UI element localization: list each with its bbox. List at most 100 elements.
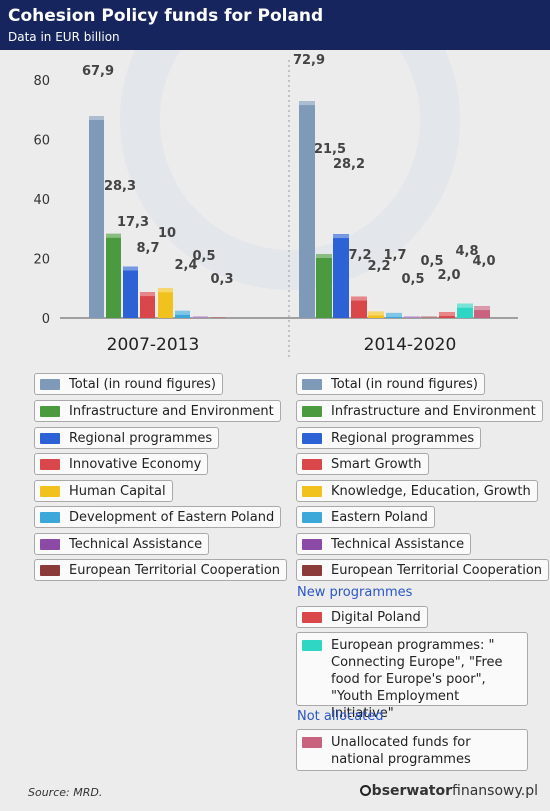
brand-bold: bserwator <box>371 783 453 799</box>
legend-item: Total (in round figures) <box>34 373 224 395</box>
data-label: 10 <box>158 226 176 241</box>
legend-item: Development of Eastern Poland <box>34 506 282 528</box>
y-tick-label: 80 <box>33 74 50 89</box>
legend-label: Unallocated funds for national programme… <box>331 735 471 767</box>
data-label: 28,3 <box>104 179 136 194</box>
legend-label: Regional programmes <box>331 430 475 446</box>
data-label: 2,2 <box>367 259 390 274</box>
legend-item: Technical Assistance <box>34 533 210 555</box>
legend-item: Innovative Economy <box>34 453 209 475</box>
bar-top-cap <box>457 303 473 308</box>
data-label: 2,4 <box>174 258 197 273</box>
legend-swatch <box>40 564 60 576</box>
source-note: Source: MRD. <box>28 786 103 799</box>
legend-label: European programmes: " Connecting Europe… <box>331 638 503 721</box>
legend-swatch <box>302 640 322 651</box>
bar-top-cap <box>333 234 349 239</box>
legend-item: European Territorial Cooperation <box>34 559 288 581</box>
data-label: 0,5 <box>401 272 424 287</box>
data-label: 0,3 <box>210 272 233 287</box>
legend-item: Infrastructure and Environment <box>34 400 281 422</box>
bar-top-cap <box>351 296 367 301</box>
legend-swatch <box>302 737 322 748</box>
legend-swatch <box>302 538 322 550</box>
legend-swatch <box>40 405 60 417</box>
legend-label: Knowledge, Education, Growth <box>331 483 531 499</box>
data-label: 1,7 <box>383 248 406 263</box>
bar-top-cap <box>140 292 155 297</box>
bar <box>123 266 138 318</box>
brand-o-icon <box>359 785 371 796</box>
data-label: 28,2 <box>333 157 365 172</box>
bar-top-cap <box>474 306 490 311</box>
legend-item: Smart Growth <box>296 453 429 475</box>
bar-chart: 02040608067,928,317,38,7102,40,50,32007-… <box>33 50 518 360</box>
data-label: 21,5 <box>314 142 346 157</box>
legend-item: Technical Assistance <box>296 533 472 555</box>
bar-top-cap <box>421 316 437 318</box>
bar <box>316 254 332 318</box>
data-label: 0,5 <box>420 254 443 269</box>
brand-light: finansowy.pl <box>452 783 538 799</box>
legend-label: Digital Poland <box>331 609 421 625</box>
data-label: 0,5 <box>192 249 215 264</box>
data-label: 67,9 <box>82 64 114 79</box>
legend-label: Innovative Economy <box>69 456 202 472</box>
legend-label: Infrastructure and Environment <box>69 403 274 419</box>
legend-label: European Territorial Cooperation <box>331 562 543 578</box>
legend-item: Regional programmes <box>34 427 220 449</box>
legend-item: Knowledge, Education, Growth <box>296 480 538 502</box>
legend-swatch <box>302 564 322 576</box>
not-allocated-heading: Not allocated <box>297 709 384 724</box>
legend-label: Technical Assistance <box>69 536 203 552</box>
bar <box>89 115 104 318</box>
data-label: 7,2 <box>348 248 371 263</box>
new-programmes-heading: New programmes <box>297 585 413 600</box>
legend-swatch <box>302 611 322 623</box>
legend-swatch <box>40 538 60 550</box>
brand-logo: bserwatorfinansowy.pl <box>359 783 538 799</box>
bar-top-cap <box>386 312 402 317</box>
chart-title: Cohesion Policy funds for Poland <box>8 6 324 26</box>
bar <box>106 233 121 318</box>
legend-item: Human Capital <box>34 480 173 502</box>
legend-item: Regional programmes <box>296 427 482 449</box>
legend-item: Unallocated funds for national programme… <box>296 729 528 771</box>
legend-item: European programmes: " Connecting Europe… <box>296 632 528 721</box>
legend-swatch <box>40 378 60 390</box>
legend-item: Digital Poland <box>296 606 428 628</box>
legend-label: Eastern Poland <box>331 509 428 525</box>
legend-swatch <box>40 485 60 497</box>
legend-label: Technical Assistance <box>331 536 465 552</box>
data-label: 8,7 <box>136 241 159 256</box>
chart-subtitle: Data in EUR billion <box>8 30 120 44</box>
data-label: 2,0 <box>437 268 460 283</box>
legend-swatch <box>302 432 322 444</box>
legend-item: European Territorial Cooperation <box>296 559 550 581</box>
legend-label: Human Capital <box>69 483 166 499</box>
legend-item: Eastern Poland <box>296 506 435 528</box>
bar-top-cap <box>368 311 384 316</box>
legend-label: Total (in round figures) <box>69 376 217 392</box>
legend-label: Infrastructure and Environment <box>331 403 536 419</box>
group-label: 2007-2013 <box>107 335 200 355</box>
watermark-swirl <box>120 50 460 290</box>
data-label: 4,0 <box>472 254 495 269</box>
bar <box>333 234 349 318</box>
bar-top-cap <box>158 288 173 293</box>
bar-top-cap <box>404 316 420 318</box>
legend-item: Infrastructure and Environment <box>296 400 543 422</box>
bar-top-cap <box>193 316 208 318</box>
y-tick-label: 0 <box>42 312 50 327</box>
bar-top-cap <box>89 115 104 120</box>
bar-top-cap <box>299 101 315 106</box>
bar <box>299 101 315 318</box>
bar <box>158 288 173 318</box>
legend-label: Development of Eastern Poland <box>69 509 275 525</box>
bar-top-cap <box>175 310 190 315</box>
bar-top-cap <box>123 266 138 271</box>
legend-label: Regional programmes <box>69 430 213 446</box>
legend-swatch <box>302 511 322 523</box>
legend-swatch <box>40 511 60 523</box>
y-tick-label: 60 <box>33 134 50 149</box>
